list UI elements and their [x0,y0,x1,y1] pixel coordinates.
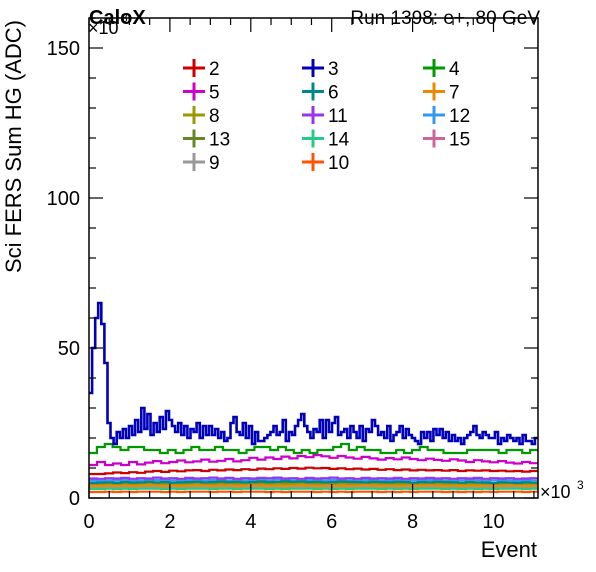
x-multiplier: ×10 3 [540,478,584,502]
y-tick-label: 150 [47,38,80,60]
legend-entry-3: 3 [302,59,339,80]
x-multiplier-exponent: 3 [577,478,584,492]
series-7-line [89,484,538,488]
header-right: Run 1398: e+, 80 GeV [350,8,540,29]
legend-label: 11 [328,106,348,127]
legend-entry-15: 15 [423,129,470,151]
legend-label: 9 [209,153,220,174]
legend-entry-13: 13 [183,129,230,151]
legend-label: 2 [209,59,220,80]
legend-label: 6 [328,83,339,104]
x-tick-label: 8 [407,511,418,533]
legend-entry-10: 10 [302,153,349,174]
legend-entry-8: 8 [183,106,220,127]
legend-label: 5 [209,83,220,104]
x-tick-label: 0 [83,511,94,533]
series-5-line [89,454,538,467]
x-tick-label: 2 [164,511,175,533]
legend-label: 10 [328,153,349,174]
legend-entry-5: 5 [183,82,220,104]
series-12-line [89,478,538,482]
y-axis-title: Sci FERS Sum HG (ADC) [1,20,26,273]
x-tick-label: 6 [326,511,337,533]
x-axis-title: Event [481,537,537,562]
legend-label: 15 [449,130,470,151]
y-tick-label: 50 [58,338,80,360]
legend: 2 3 4 5 6 7 8 11 12 13 14 15 9 10 [183,59,470,174]
legend-label: 7 [449,83,460,104]
y-multiplier-exponent: 3 [121,11,128,25]
legend-entry-9: 9 [183,153,220,174]
y-tick-label: 0 [69,488,80,510]
legend-label: 12 [449,106,470,127]
chart-traces [89,301,538,494]
y-tick-label: 100 [47,188,80,210]
x-multiplier-base: ×10 [540,482,571,502]
series-6-line [89,480,538,485]
legend-entry-14: 14 [302,129,350,151]
legend-entry-12: 12 [423,106,470,127]
header-left: CaloX [89,7,146,29]
y-axis: 0 50 100 150 [47,17,538,510]
legend-label: 13 [209,130,230,151]
legend-label: 3 [328,59,339,80]
series-4-line [89,442,538,455]
legend-entry-6: 6 [302,82,339,104]
x-axis: 0 2 4 6 8 10 [83,18,535,533]
x-tick-label: 10 [482,511,504,533]
y-multiplier: ×10 3 [88,11,128,38]
series-2-line [89,466,538,476]
legend-entry-2: 2 [183,59,220,80]
x-tick-label: 4 [245,511,256,533]
series-11-line [89,476,538,480]
y-multiplier-base: ×10 [88,18,119,38]
series-3-line [89,301,538,446]
legend-entry-4: 4 [423,59,460,80]
series-8-line [89,482,538,486]
legend-label: 4 [449,59,460,80]
legend-label: 8 [209,106,220,127]
legend-entry-11: 11 [302,106,348,127]
legend-entry-7: 7 [423,82,460,104]
legend-label: 14 [328,130,350,151]
